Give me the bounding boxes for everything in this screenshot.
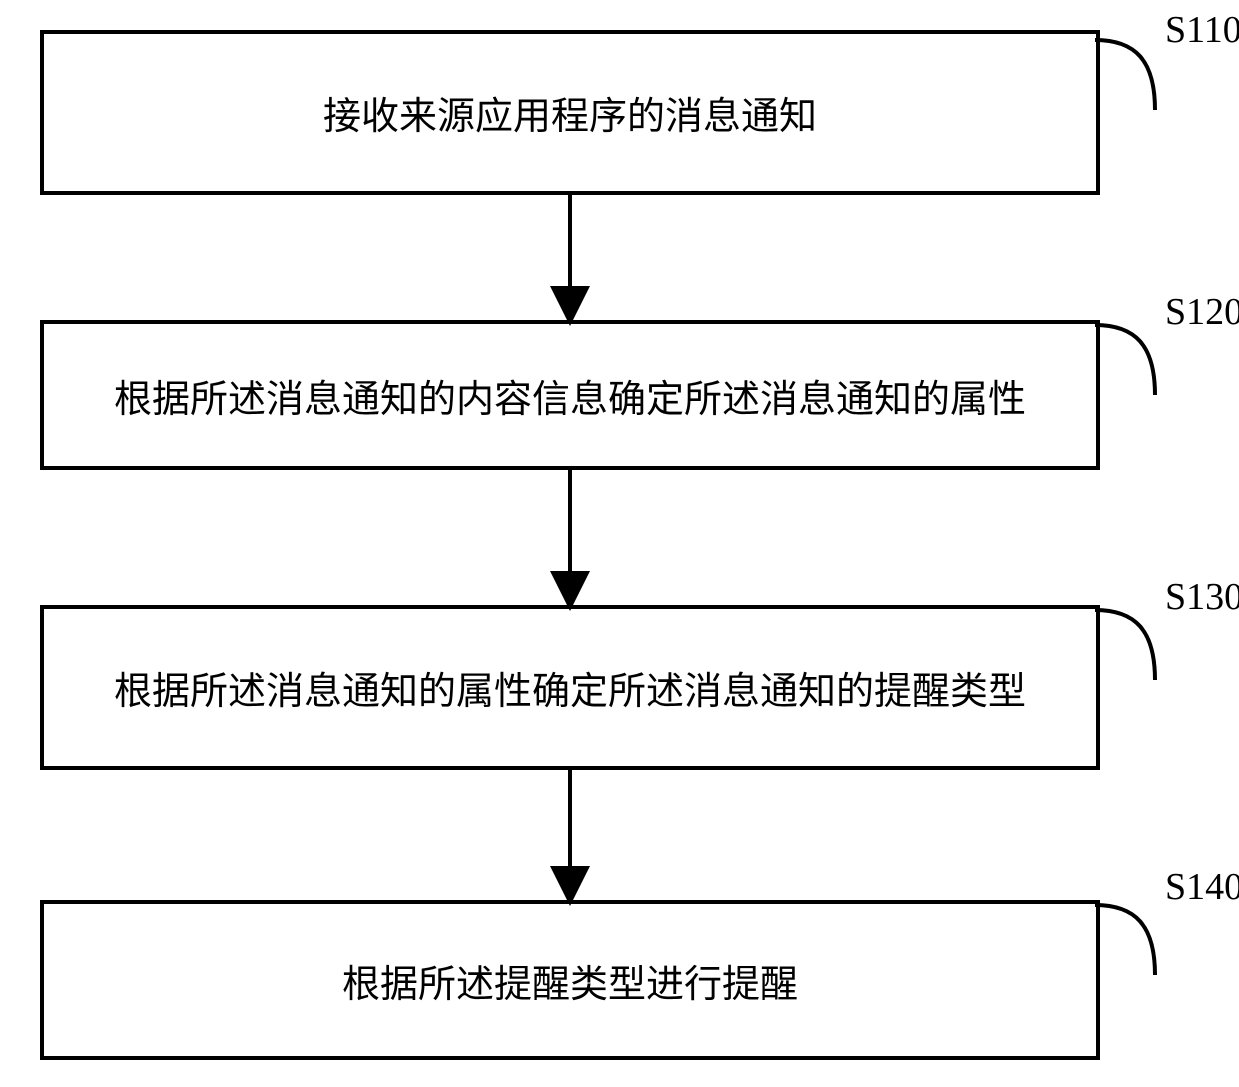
label-connector-s130	[1095, 610, 1155, 680]
label-connector-s110	[1095, 40, 1155, 110]
label-connector-s120	[1095, 325, 1155, 395]
label-connector-s140	[1095, 905, 1155, 975]
flow-svg	[0, 0, 1239, 1087]
